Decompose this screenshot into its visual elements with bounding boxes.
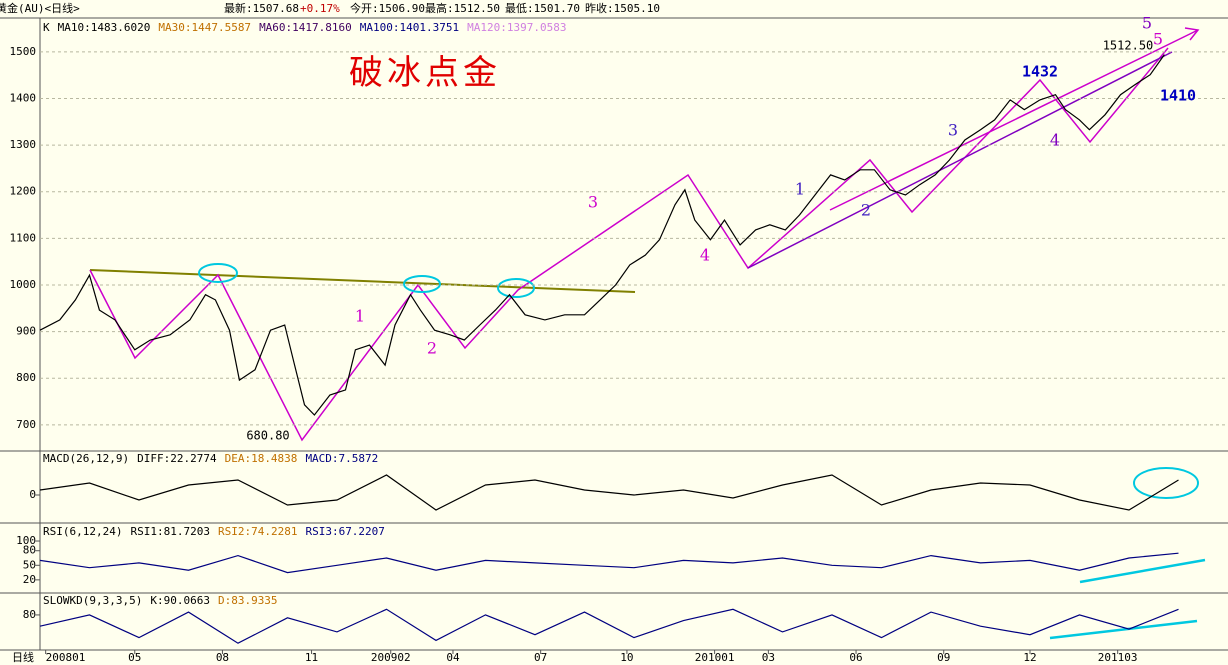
y-tick-label: 1500 <box>10 45 37 58</box>
y-tick-label: 0 <box>29 488 36 501</box>
y-tick-label: 20 <box>23 573 36 586</box>
legend-entry: MA60:1417.8160 <box>259 21 352 34</box>
annotation: 4 <box>1050 131 1060 150</box>
x-tick-label: 200801 <box>46 651 86 664</box>
annotation: 2 <box>427 339 437 358</box>
series-line <box>39 54 1165 416</box>
annotation: 3 <box>948 121 958 140</box>
header-field: +0.17% <box>300 2 340 15</box>
x-axis-label: 日线 <box>12 650 34 664</box>
annotation: 1512.50 <box>1103 39 1154 53</box>
x-tick-label: 06 <box>849 651 862 664</box>
y-tick-label: 100 <box>16 534 36 547</box>
header-field: 最高:1512.50 <box>425 1 500 15</box>
legend-entry: MACD:7.5872 <box>305 452 378 465</box>
y-tick-label: 800 <box>16 371 36 384</box>
series-line <box>39 552 1179 574</box>
series-line <box>39 474 1179 511</box>
x-tick-label: 201103 <box>1098 651 1138 664</box>
annotation: 破冰点金 <box>349 53 501 93</box>
x-tick-label: 11 <box>305 651 318 664</box>
annotation: 5 <box>1142 14 1152 33</box>
y-tick-label: 1300 <box>10 138 37 151</box>
x-tick-label: 201001 <box>695 651 735 664</box>
header-field: 最低:1501.70 <box>505 2 580 15</box>
frame <box>0 17 1228 651</box>
x-tick-label: 12 <box>1023 651 1036 664</box>
legend-entry: MA10:1483.6020 <box>58 21 151 34</box>
legend-entry: K <box>43 21 50 34</box>
legend-entry: RSI3:67.2207 <box>305 525 384 538</box>
y-tick-label: 80 <box>23 608 36 621</box>
legend-entry: RSI2:74.2281 <box>218 525 297 538</box>
header-title: 黄金(AU)<日线> <box>0 1 80 15</box>
x-tick-label: 10 <box>620 651 633 664</box>
legend-entry: RSI1:81.7203 <box>130 525 209 538</box>
legend-entry: DEA:18.4838 <box>225 452 298 465</box>
legend-entry: MA120:1397.0583 <box>467 21 566 34</box>
wave-overlay <box>89 27 1206 640</box>
y-tick-label: 700 <box>16 418 36 431</box>
x-tick-label: 08 <box>216 651 229 664</box>
x-tick-label: 05 <box>128 651 141 664</box>
annotation: 680.80 <box>246 429 289 443</box>
x-tick-label: 07 <box>534 651 547 664</box>
panel-title: RSI(6,12,24) <box>43 525 122 538</box>
annotation: 4 <box>700 246 710 265</box>
annotation: 1 <box>795 180 805 199</box>
annotation: 2 <box>861 201 871 220</box>
series-line <box>39 608 1179 644</box>
header-field: 今开:1506.90 <box>350 1 425 15</box>
x-tick-label: 03 <box>762 651 775 664</box>
y-tick-label: 80 <box>23 544 36 557</box>
header-field: 最新:1507.68 <box>224 1 299 15</box>
y-tick-label: 1200 <box>10 185 37 198</box>
annotation: 1 <box>355 307 365 326</box>
x-tick-label: 09 <box>937 651 950 664</box>
legend-entry: D:83.9335 <box>218 594 278 607</box>
header-field: 昨收:1505.10 <box>585 1 660 15</box>
y-tick-label: 1100 <box>10 231 37 244</box>
panel-title: SLOWKD(9,3,3,5) <box>43 594 142 607</box>
annotation: 1410 <box>1160 87 1196 105</box>
annotation: 3 <box>588 193 598 212</box>
x-tick-label: 04 <box>446 651 460 664</box>
legend-entry: MA30:1447.5587 <box>158 21 251 34</box>
legend-entry: DIFF:22.2774 <box>137 452 217 465</box>
legend-entry: MA100:1401.3751 <box>360 21 459 34</box>
y-tick-label: 1400 <box>10 91 37 104</box>
annotation: 5 <box>1153 30 1163 49</box>
panel-title: MACD(26,12,9) <box>43 452 129 465</box>
legend-entry: K:90.0663 <box>150 594 210 607</box>
x-tick-label: 200902 <box>371 651 411 664</box>
y-tick-label: 900 <box>16 325 36 338</box>
y-tick-label: 50 <box>23 558 36 571</box>
annotation: 1432 <box>1022 63 1058 81</box>
y-tick-label: 1000 <box>10 278 37 291</box>
